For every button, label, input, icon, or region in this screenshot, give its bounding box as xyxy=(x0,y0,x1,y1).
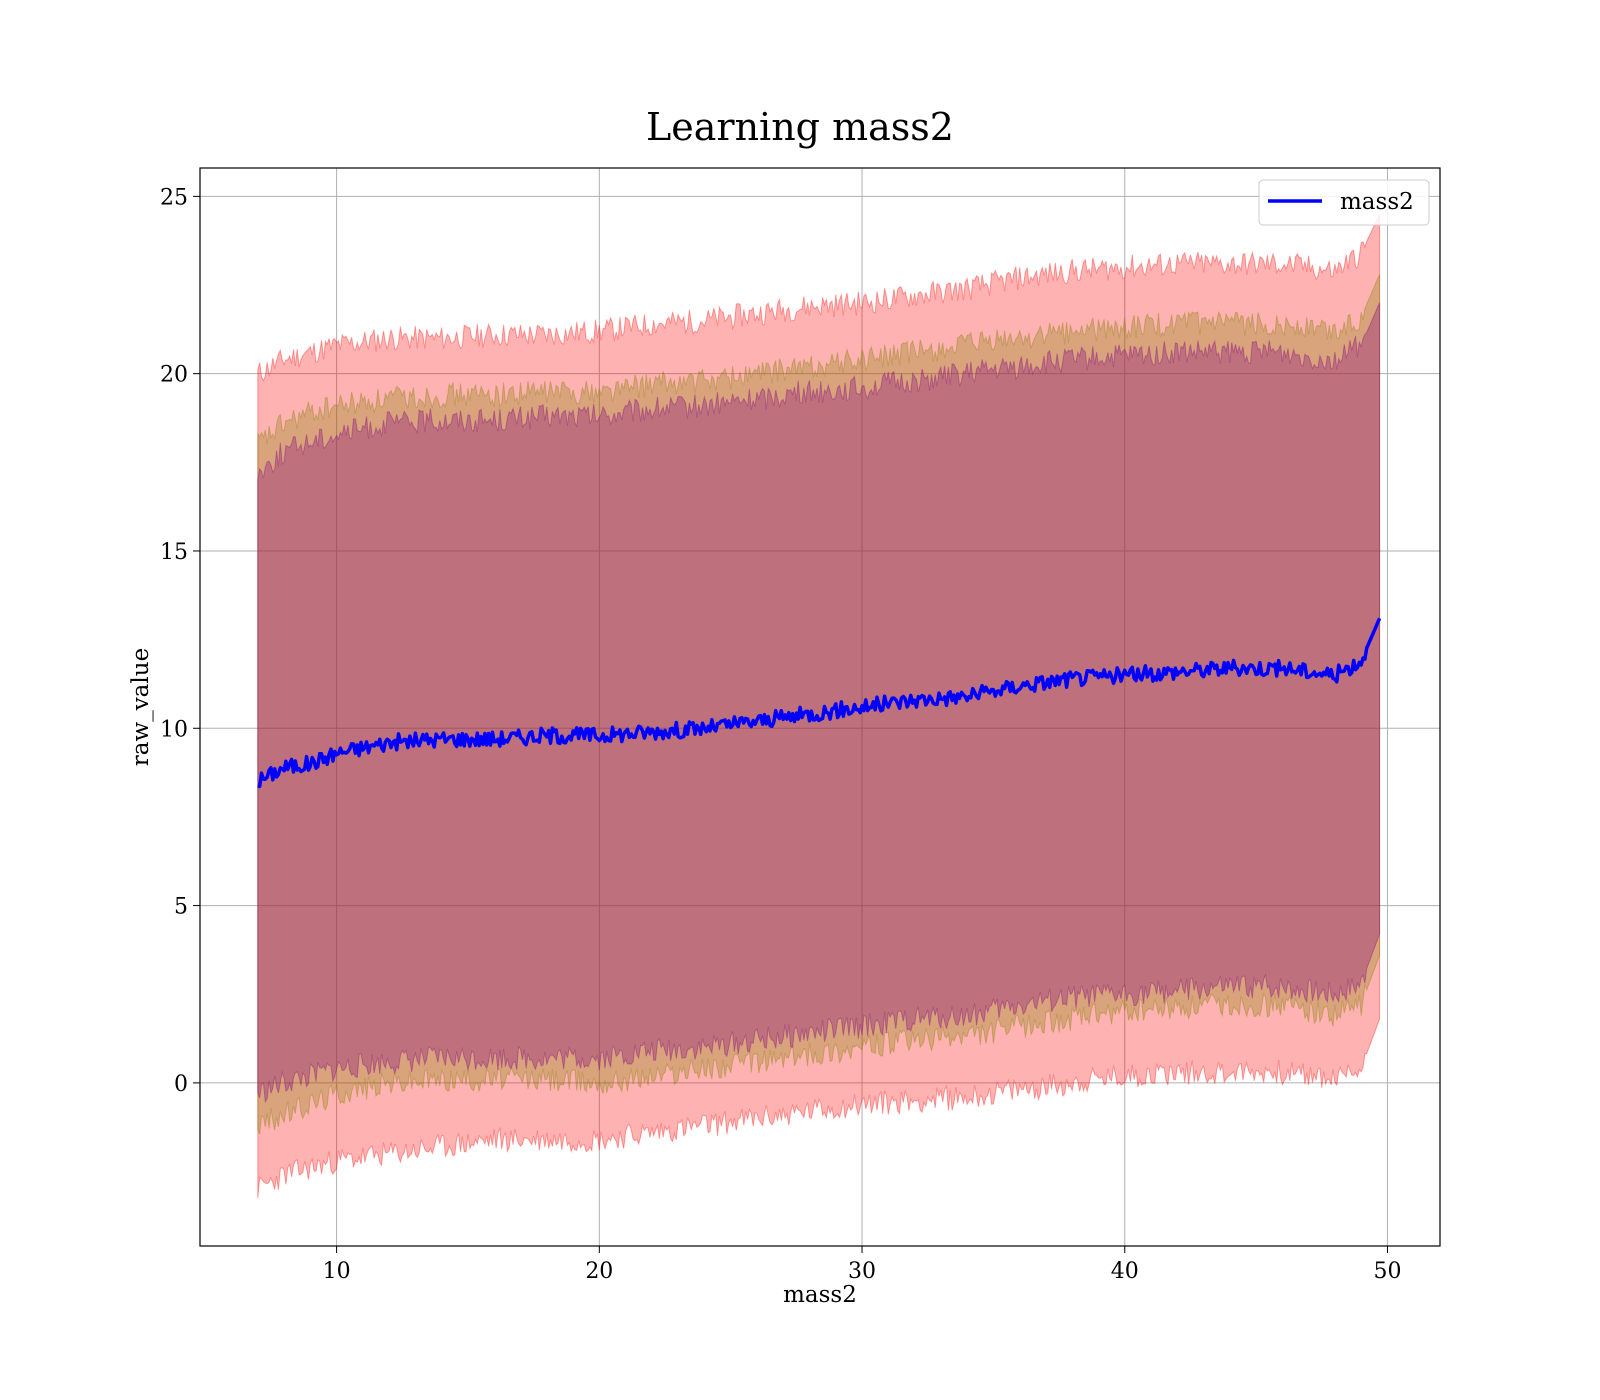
legend-label-mass2: mass2 xyxy=(1340,189,1414,215)
y-axis: 0 5 10 15 20 25 xyxy=(160,185,200,1097)
y-tick-label: 5 xyxy=(174,895,188,920)
y-tick-label: 15 xyxy=(160,540,188,565)
chart-title: Learning mass2 xyxy=(646,105,954,149)
x-tick-label: 40 xyxy=(1111,1259,1139,1284)
legend: mass2 xyxy=(1258,179,1430,226)
band-middle xyxy=(257,274,1381,1135)
y-tick-label: 25 xyxy=(160,185,188,210)
x-axis: 10 20 30 40 50 xyxy=(323,1246,1401,1284)
y-axis-label: raw_value xyxy=(128,648,154,766)
x-tick-label: 30 xyxy=(848,1259,876,1284)
series-line-mass2 xyxy=(257,617,1382,789)
x-axis-label: mass2 xyxy=(783,1282,857,1308)
x-tick-label: 50 xyxy=(1373,1259,1401,1284)
y-tick-label: 0 xyxy=(174,1072,188,1097)
legend-box xyxy=(1258,179,1430,226)
series-lines xyxy=(257,617,1382,789)
plot-frame xyxy=(199,167,1441,1247)
band-outer xyxy=(257,213,1381,1199)
x-tick-label: 20 xyxy=(585,1259,613,1284)
confidence-bands xyxy=(257,213,1381,1199)
y-tick-label: 20 xyxy=(160,363,188,388)
x-tick-label: 10 xyxy=(323,1259,351,1284)
y-tick-label: 10 xyxy=(160,717,188,742)
band-inner xyxy=(257,302,1381,1104)
